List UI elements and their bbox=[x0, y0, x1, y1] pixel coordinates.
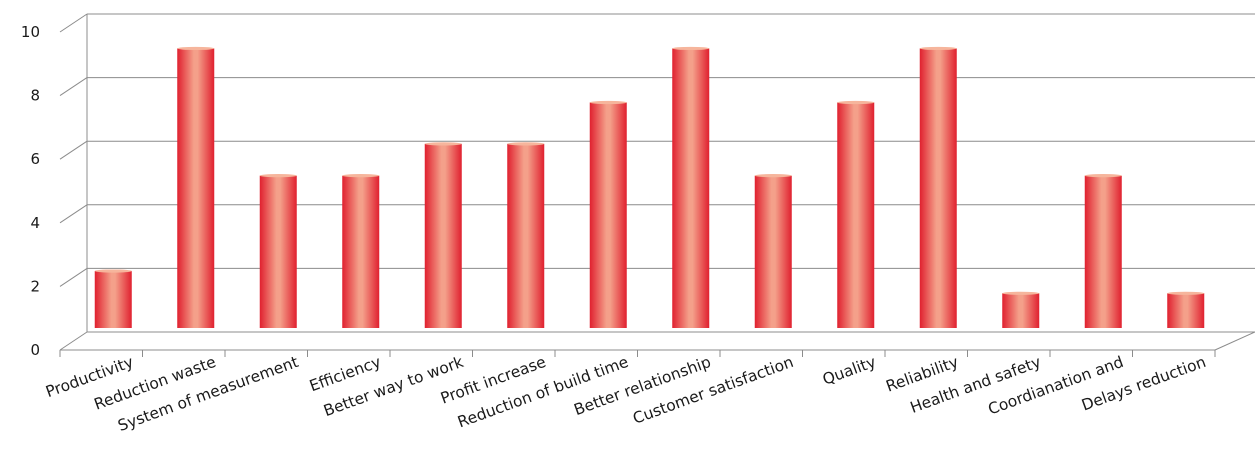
bar-top bbox=[672, 46, 710, 51]
bar-top bbox=[424, 142, 462, 146]
bar-top bbox=[919, 46, 957, 51]
floor-right-edge bbox=[1214, 331, 1255, 351]
bar bbox=[1084, 175, 1122, 328]
gridline-side bbox=[59, 204, 88, 224]
gridline-side bbox=[59, 77, 88, 97]
bar bbox=[589, 102, 627, 328]
bar bbox=[837, 102, 875, 328]
bar bbox=[1002, 293, 1040, 328]
y-tick-label: 4 bbox=[30, 214, 40, 232]
bar-top bbox=[507, 142, 545, 146]
bar-top bbox=[1002, 291, 1040, 295]
y-tick-label: 0 bbox=[30, 341, 40, 359]
y-tick-label: 2 bbox=[30, 277, 40, 295]
bar bbox=[424, 143, 462, 328]
bar-top bbox=[754, 174, 792, 178]
gridline-side bbox=[59, 140, 88, 160]
bar-top bbox=[94, 269, 132, 273]
bar bbox=[919, 48, 957, 328]
bar bbox=[342, 175, 380, 328]
bar-top bbox=[342, 174, 380, 178]
gridlines bbox=[59, 13, 1255, 351]
gridline-side bbox=[59, 331, 88, 351]
x-tick-label: Coordianation and bbox=[986, 353, 1126, 419]
bar bbox=[672, 48, 710, 328]
axes bbox=[59, 14, 1255, 357]
bar bbox=[177, 48, 215, 328]
y-tick-label: 10 bbox=[21, 23, 40, 41]
bar-top bbox=[1167, 291, 1205, 295]
x-tick-label: Quality bbox=[820, 353, 878, 389]
bar-top bbox=[177, 46, 215, 51]
gridline-side bbox=[59, 267, 88, 287]
bar-top bbox=[589, 100, 627, 105]
y-tick-label: 6 bbox=[30, 150, 40, 168]
bar bbox=[94, 271, 132, 328]
x-tick-label: Better way to work bbox=[321, 353, 466, 420]
bar-top bbox=[259, 174, 297, 178]
bar bbox=[754, 175, 792, 328]
bar bbox=[1167, 293, 1205, 328]
bars bbox=[94, 46, 1205, 328]
y-tick-labels: 0 2 4 6 8 10 bbox=[21, 23, 40, 359]
gridline-side bbox=[59, 13, 88, 33]
bar bbox=[259, 175, 297, 328]
bar bbox=[507, 143, 545, 328]
y-tick-label: 8 bbox=[30, 87, 40, 105]
bar-top bbox=[837, 100, 875, 105]
bar-top bbox=[1084, 174, 1122, 178]
